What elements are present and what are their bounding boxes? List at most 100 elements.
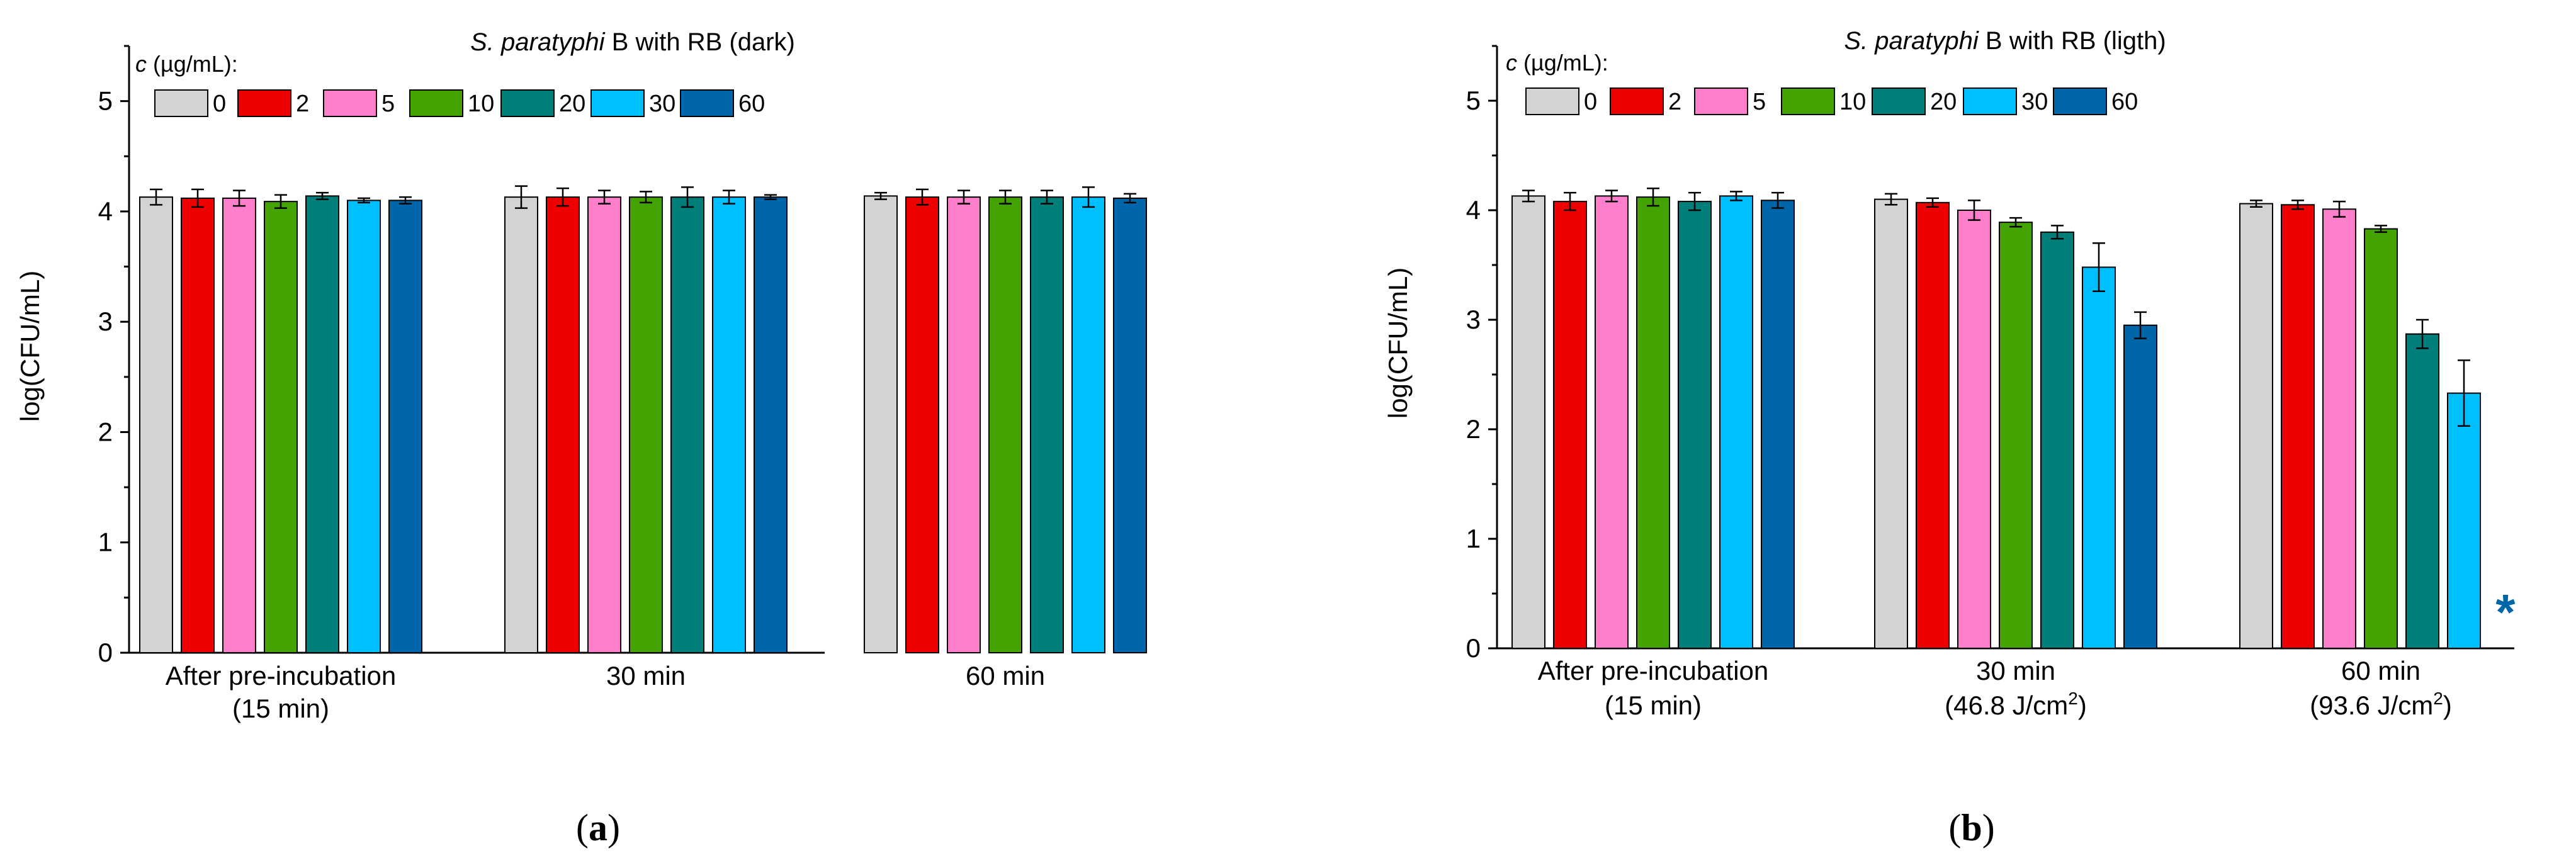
legend-label-5: 5	[1753, 89, 1766, 115]
bar-2-group-2	[546, 196, 580, 653]
x-group-sublabel: (15 min)	[232, 694, 329, 723]
bar-30-group-2	[2082, 266, 2116, 650]
bar-2-group-1	[181, 197, 215, 654]
legend-label-20: 20	[1930, 89, 1957, 115]
bar-2-group-2	[1916, 201, 1950, 649]
bar-5-group-2	[587, 196, 621, 653]
x-group-label: After pre-incubation	[166, 661, 397, 690]
bar-0-group-2	[1874, 198, 1908, 650]
y-tick-label: 2	[1466, 414, 1481, 444]
legend-swatch-2	[237, 89, 291, 117]
y-tick-label: 0	[98, 638, 113, 667]
legend-swatch-0	[154, 89, 208, 117]
panel-label-a-letter: a	[589, 807, 607, 848]
y-tick-label: 4	[1466, 195, 1481, 225]
y-tick-label: 5	[98, 86, 113, 116]
panel-label-a: (a)	[576, 807, 620, 848]
legend-title: c (µg/mL):	[1506, 50, 1608, 76]
bar-0-group-2	[504, 196, 538, 653]
x-group-sublabel: (93.6 J/cm2)	[2310, 689, 2452, 720]
bar-2-group-3	[905, 196, 939, 653]
legend-title-rest: (µg/mL):	[147, 51, 238, 77]
x-group-label: 60 min	[966, 661, 1045, 690]
y-tick-label: 1	[98, 527, 113, 557]
plot-area: 0 1 2 3 4 5 *	[1466, 45, 2516, 663]
x-axis-labels: After pre-incubation (15 min) 30 min (46.8 …	[1538, 656, 2452, 720]
legend-swatch-10	[409, 89, 463, 117]
legend-label-30: 30	[649, 91, 675, 117]
legend-label-10: 10	[468, 91, 494, 117]
bar-60-group-1	[1761, 200, 1795, 649]
bar-20-group-3	[1030, 196, 1064, 653]
legend-title-rest: (µg/mL):	[1517, 50, 1608, 76]
bar-5-group-1	[222, 197, 256, 654]
bar-30-group-1	[1719, 195, 1753, 649]
bar-0-group-3	[2239, 203, 2273, 649]
panel-label-b: (b)	[1948, 807, 1994, 848]
bar-20-group-1	[305, 195, 339, 653]
y-tick-label: 4	[98, 196, 113, 226]
legend-swatch-5	[1694, 87, 1748, 115]
chart-title-italic: S. paratyphi	[1844, 27, 1979, 55]
legend-label-2: 2	[296, 91, 309, 117]
chart-title: S. paratyphi B with RB (ligth)	[1844, 27, 2166, 55]
bar-30-group-3	[1071, 196, 1105, 653]
legend-swatch-60	[680, 89, 734, 117]
bar-10-group-1	[1636, 196, 1670, 649]
bar-5-group-2	[1957, 210, 1991, 649]
legend-title: c (µg/mL):	[135, 51, 238, 77]
plot-area: 0 1 2 3 4 5	[98, 45, 1147, 667]
bar-10-group-3	[988, 196, 1022, 653]
y-axis-label: log(CFU/mL)	[1383, 268, 1413, 419]
bar-60-group-2	[754, 196, 788, 653]
chart-title-italic: S. paratyphi	[470, 28, 606, 56]
chart-panel-b: S. paratyphi B with RB (ligth) log(CFU/m…	[1383, 27, 2516, 848]
chart-title: S. paratyphi B with RB (dark)	[470, 28, 795, 56]
legend-swatch-20	[1872, 87, 1926, 115]
x-group-label: 60 min	[2341, 656, 2421, 685]
significance-asterisk: *	[2495, 584, 2516, 640]
y-tick-label: 2	[98, 417, 113, 446]
bar-5-group-3	[947, 196, 981, 653]
legend-label-0: 0	[213, 91, 226, 117]
y-tick-label: 3	[1466, 305, 1481, 334]
legend-swatch-20	[500, 89, 555, 117]
x-group-label: 30 min	[1976, 656, 2055, 685]
legend-title-italic: c	[135, 51, 147, 77]
bar-20-group-3	[2405, 333, 2439, 649]
bar-10-group-1	[264, 201, 298, 654]
bar-5-group-1	[1595, 195, 1629, 649]
x-group-label: 30 min	[606, 661, 686, 690]
bar-0-group-3	[864, 195, 898, 653]
bar-30-group-1	[347, 200, 381, 653]
legend-label-20: 20	[559, 91, 585, 117]
y-tick-label: 0	[1466, 633, 1481, 663]
x-group-sublabel: (46.8 J/cm2)	[1945, 689, 2087, 720]
bar-60-group-2	[2123, 324, 2157, 649]
legend: 0 2 5 10 20 30 60	[154, 89, 765, 117]
x-group-sublabel: (15 min)	[1605, 690, 1702, 720]
bar-30-group-2	[712, 196, 746, 653]
legend-label-60: 60	[738, 91, 765, 117]
bar-2-group-1	[1553, 201, 1587, 649]
legend-label-5: 5	[381, 91, 395, 117]
bar-20-group-2	[670, 196, 704, 653]
legend-title-italic: c	[1506, 50, 1517, 76]
legend: 0 2 5 10 20 30 60	[1525, 87, 2138, 115]
bar-2-group-3	[2281, 204, 2315, 649]
bar-0-group-1	[139, 196, 173, 653]
bar-5-group-3	[2322, 208, 2356, 649]
legend-swatch-10	[1781, 87, 1835, 115]
legend-swatch-0	[1525, 87, 1579, 115]
chart-panel-a: S. paratyphi B with RB (dark) log(CFU/mL…	[15, 28, 1147, 848]
bar-0-group-1	[1511, 195, 1545, 649]
legend-swatch-2	[1610, 87, 1664, 115]
x-axis-labels: After pre-incubation (15 min) 30 min 60 min	[166, 661, 1045, 723]
bar-60-group-1	[388, 200, 422, 653]
y-tick-label: 5	[1466, 86, 1481, 115]
legend-swatch-60	[2053, 87, 2107, 115]
y-tick-label: 1	[1466, 524, 1481, 553]
bar-20-group-2	[2040, 231, 2074, 649]
bar-30-group-3	[2447, 392, 2481, 650]
